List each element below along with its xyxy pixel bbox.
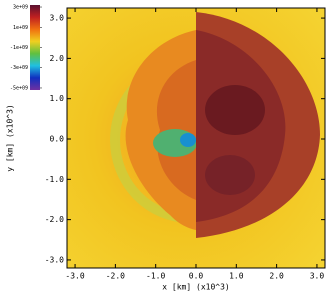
x-axis-label: x [km] (x10^3) [162, 283, 229, 292]
y-axis-label: y [km] (x10^3) [6, 104, 15, 171]
x-tick-label: 2.0 [269, 272, 284, 281]
y-tick-label: 1.0 [50, 94, 65, 103]
y-tick-label: 2.0 [50, 54, 65, 63]
y-tick-label: -2.0 [45, 215, 64, 224]
field-image [67, 8, 325, 268]
y-tick-label: -1.0 [45, 175, 64, 184]
colorbar-bar [30, 5, 40, 90]
colorbar-tick-label: -5e+09 [10, 85, 28, 91]
colorbar-tick-label: -1e+09 [10, 45, 28, 51]
x-tick-label: -2.0 [106, 272, 125, 281]
x-tick-label: -1.0 [146, 272, 165, 281]
x-tick-label: 3.0 [310, 272, 325, 281]
y-tick-label: -3.0 [45, 255, 64, 264]
y-tick-label: 3.0 [50, 14, 65, 23]
x-tick-label: 1.0 [229, 272, 244, 281]
colorbar-tick-label: 1e+09 [13, 25, 28, 31]
colorbar: 3e+09 1e+09 -1e+09 -3e+09 -5e+09 [10, 5, 42, 91]
colorbar-tick-label: 3e+09 [13, 5, 28, 11]
y-tick-label: 0.0 [50, 135, 65, 144]
colorbar-tick-label: -3e+09 [10, 65, 28, 71]
x-tick-label: -3.0 [65, 272, 84, 281]
x-tick-label: 0.0 [189, 272, 204, 281]
